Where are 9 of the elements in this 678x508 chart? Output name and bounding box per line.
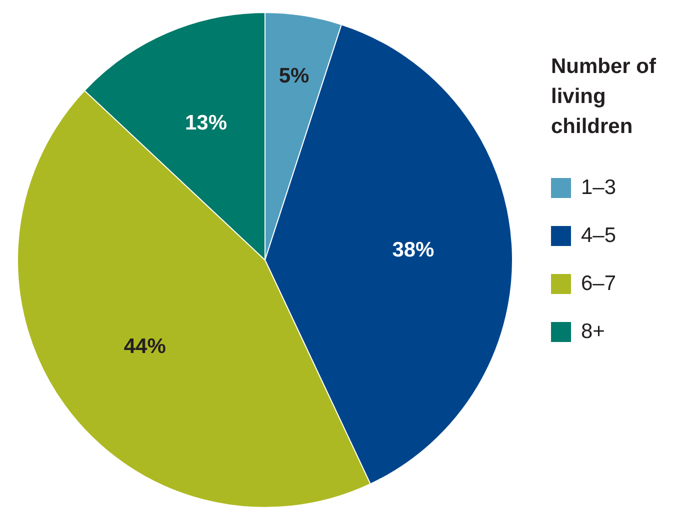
data-label: 38% (392, 238, 435, 262)
legend-label: 8+ (581, 320, 605, 344)
data-label: 13% (185, 112, 228, 135)
legend-label: 1–3 (581, 176, 616, 200)
data-label: 44% (124, 335, 166, 358)
legend-label: 6–7 (581, 272, 616, 296)
legend-label: 4–5 (581, 224, 616, 248)
legend-title: Number of living children (551, 54, 657, 140)
data-label: 5% (278, 64, 310, 88)
